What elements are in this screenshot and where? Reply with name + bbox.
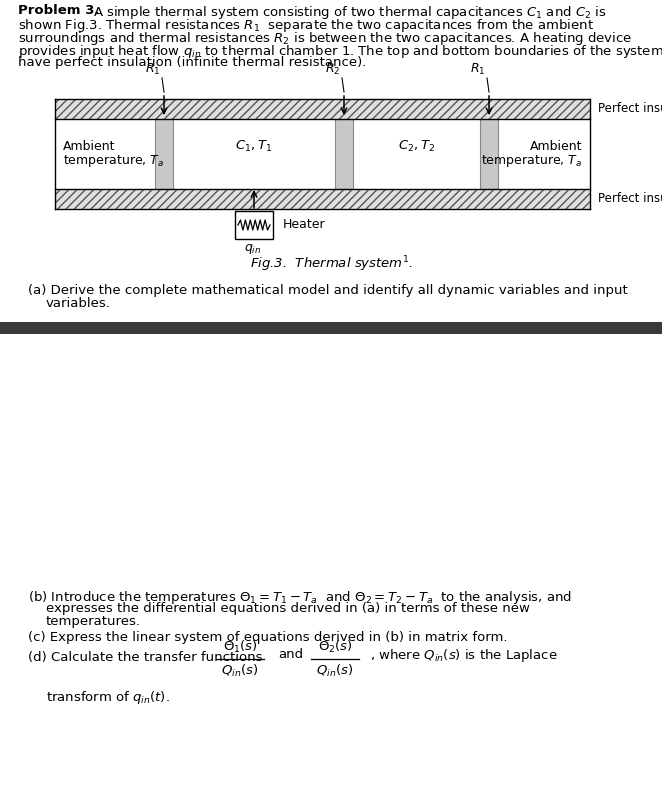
Text: temperature, $T_a$: temperature, $T_a$ — [63, 153, 164, 169]
Text: Problem 3.: Problem 3. — [18, 4, 99, 17]
Text: Heater: Heater — [283, 218, 326, 232]
Text: (c) Express the linear system of equations derived in (b) in matrix form.: (c) Express the linear system of equatio… — [28, 631, 508, 644]
Bar — [335, 119, 353, 189]
Text: A simple thermal system consisting of two thermal capacitances $C_1$ and $C_2$ i: A simple thermal system consisting of tw… — [93, 4, 607, 21]
Text: $Q_{in}(s)$: $Q_{in}(s)$ — [221, 663, 259, 679]
Text: $C_1, T_1$: $C_1, T_1$ — [235, 138, 273, 153]
Text: surroundings and thermal resistances $R_2$ is between the two capacitances. A he: surroundings and thermal resistances $R_… — [18, 30, 632, 47]
Bar — [235, 211, 273, 239]
Text: have perfect insulation (infinite thermal resistance).: have perfect insulation (infinite therma… — [18, 56, 366, 69]
Text: provides input heat flow $q_{in}$ to thermal chamber 1. The top and bottom bound: provides input heat flow $q_{in}$ to the… — [18, 43, 662, 60]
Bar — [0, 322, 662, 334]
Text: expresses the differential equations derived in (a) in terms of these new: expresses the differential equations der… — [46, 602, 530, 615]
Text: (b) Introduce the temperatures $\Theta_1 = T_1 - T_a$  and $\Theta_2 = T_2 - T_a: (b) Introduce the temperatures $\Theta_1… — [28, 589, 572, 606]
Text: $\Theta_2(s)$: $\Theta_2(s)$ — [318, 639, 352, 655]
Text: Fig.3.  Thermal system$^1$.: Fig.3. Thermal system$^1$. — [250, 254, 412, 274]
Bar — [155, 119, 173, 189]
Text: $\Theta_1(s)$: $\Theta_1(s)$ — [222, 639, 258, 655]
Text: $q_{in}$: $q_{in}$ — [244, 242, 261, 256]
Text: $R_1$: $R_1$ — [144, 62, 160, 77]
Text: and: and — [278, 649, 303, 662]
Text: Perfect insulator: Perfect insulator — [598, 193, 662, 205]
Text: Perfect insulator: Perfect insulator — [598, 102, 662, 116]
Text: $R_2$: $R_2$ — [324, 62, 340, 77]
Bar — [55, 99, 590, 119]
Text: $C_2, T_2$: $C_2, T_2$ — [398, 138, 435, 153]
Bar — [55, 189, 590, 209]
Bar — [480, 119, 498, 189]
Text: $Q_{in}(s)$: $Q_{in}(s)$ — [316, 663, 354, 679]
Text: variables.: variables. — [46, 297, 111, 310]
Text: Ambient: Ambient — [530, 141, 582, 153]
Text: $R_1$: $R_1$ — [469, 62, 485, 77]
Text: (a) Derive the complete mathematical model and identify all dynamic variables an: (a) Derive the complete mathematical mod… — [28, 284, 628, 297]
Text: (d) Calculate the transfer functions: (d) Calculate the transfer functions — [28, 651, 267, 664]
Text: transform of $q_{in}(t)$.: transform of $q_{in}(t)$. — [46, 689, 170, 706]
Text: temperature, $T_a$: temperature, $T_a$ — [481, 153, 582, 169]
Text: temperatures.: temperatures. — [46, 615, 141, 628]
Text: Ambient: Ambient — [63, 141, 115, 153]
Text: , where $Q_{in}(s)$ is the Laplace: , where $Q_{in}(s)$ is the Laplace — [370, 646, 557, 663]
Text: shown Fig.3. Thermal resistances $R_1$  separate the two capacitances from the a: shown Fig.3. Thermal resistances $R_1$ s… — [18, 17, 594, 34]
